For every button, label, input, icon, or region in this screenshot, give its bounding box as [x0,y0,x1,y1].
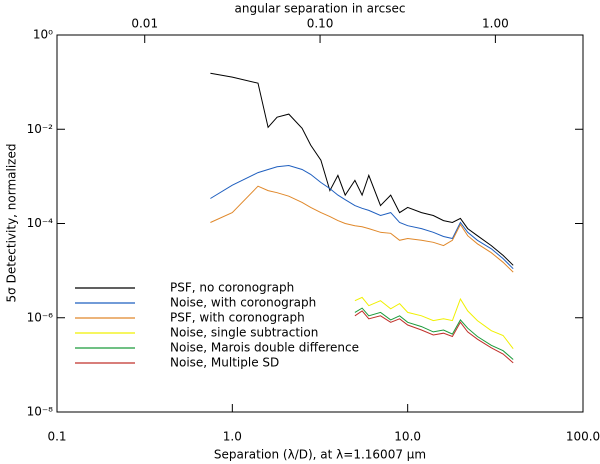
series-line [354,307,514,360]
y-tick-label: 10⁻⁴ [27,216,54,230]
x-axis-label: Separation (λ/D), at λ=1.16007 μm [214,448,426,462]
legend-label: Noise, with coronograph [170,296,316,310]
y-tick-label: 10⁻² [27,122,54,136]
series-line [354,310,514,364]
top-axis-label: angular separation in arcsec [235,2,406,16]
y-tick-label: 10⁻⁶ [27,310,54,324]
x-tick-label: 10.0 [394,430,421,444]
legend-label: Noise, Multiple SD [170,356,279,370]
legend-label: PSF, no coronograph [170,281,294,295]
series-line [210,164,514,270]
top-tick-label: 0.01 [131,17,158,31]
y-tick-label: 10⁰ [33,28,53,42]
y-tick-label: 10⁻⁸ [27,405,54,419]
top-tick-label: 1.00 [482,17,509,31]
series-line [354,296,514,350]
y-axis-label: 5σ Detectivity, normalized [5,144,19,303]
x-tick-label: 0.1 [47,430,66,444]
legend-label: Noise, single subtraction [170,326,318,340]
x-tick-label: 100.0 [566,430,600,444]
series-line [210,185,514,273]
x-tick-label: 1.0 [223,430,242,444]
legend-label: Noise, Marois double difference [170,341,359,355]
top-tick-label: 0.10 [307,17,334,31]
series-line [210,72,514,266]
legend-label: PSF, with coronograph [170,311,305,325]
